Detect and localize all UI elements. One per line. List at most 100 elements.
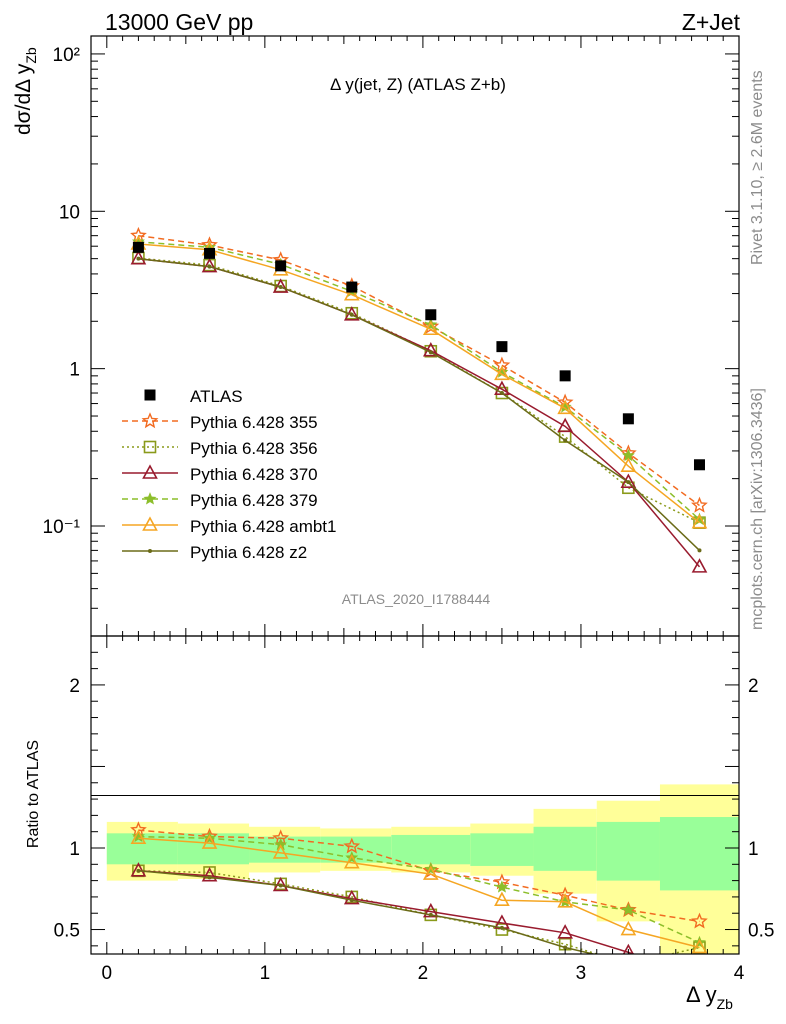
ratio-series-marker [619,901,637,918]
atlas-data-point [132,241,144,253]
x-tick-label: 4 [734,963,745,984]
ratio-series-line [138,829,700,923]
ratio-series-marker [130,862,147,877]
main-series-marker [557,399,573,415]
x-tick-label: 0 [102,963,113,984]
ratio-series-marker [697,963,701,967]
main-series-marker [428,350,433,355]
ratio-series-marker [136,868,141,873]
green-band-segment [533,826,597,871]
ratio-series-marker [620,920,637,936]
ratio-y-tick-label-left: 2 [69,676,80,697]
main-series-marker [424,344,438,358]
legend-item: Pythia 6.428 379 [122,491,318,510]
main-series-marker [278,285,283,290]
x-tick-label: 1 [260,963,271,984]
ratio-y-tick-label-right: 2 [748,676,759,697]
ratio-series-marker [422,865,439,880]
main-series-marker [349,312,354,317]
main-y-axis-label: dσ/dΔ yZb [12,47,39,135]
ratio-y-tick-label-right: 1 [748,839,759,860]
analysis-label: ATLAS_2020_I1788444 [342,591,491,607]
header-process-label: Z+Jet [682,9,741,35]
legend-item: Pythia 6.428 355 [122,412,318,432]
legend-item: Pythia 6.428 356 [122,439,318,458]
atlas-data-point [622,413,634,425]
ratio-series-marker [623,958,634,969]
legend-item: ATLAS [144,387,243,406]
legend-item: Pythia 6.428 ambt1 [122,516,336,536]
plot-title: Δ y(jet, Z) (ATLAS Z+b) [330,75,506,94]
ratio-y-tick-label-right: 0.5 [748,921,774,942]
ratio-series-marker [201,834,218,849]
ratio-series-marker [691,938,708,954]
ratio-series-marker [693,968,706,980]
ratio-series-marker [201,867,218,882]
legend: ATLAS Pythia 6.428 355 Pythia 6.428 356 Pyt… [122,387,336,562]
legend-label: ATLAS [190,387,243,406]
green-band-segment [659,817,739,891]
legend-marker [143,440,157,454]
header-energy-label: 13000 GeV pp [105,9,253,35]
ratio-y-tick-label-left: 0.5 [54,921,80,942]
main-series-marker [207,264,212,269]
main-series-marker [626,480,631,485]
ratio-series-marker [557,893,573,908]
main-series-marker [422,342,439,357]
mcplots-reference-label: mcplots.cern.ch [arXiv:1306.3436] [749,388,766,630]
main-y-tick-label: 10² [53,45,80,66]
legend-item: Pythia 6.428 z2 [122,543,307,562]
legend-label: Pythia 6.428 356 [190,439,318,458]
ratio-curves [130,821,708,980]
ratio-series-marker [428,912,433,917]
ratio-series-marker [272,844,289,859]
legend-marker [142,516,158,531]
legend-label: Pythia 6.428 355 [190,413,318,432]
green-band-segment [391,834,471,865]
main-series-line [138,241,701,521]
legend-item: Pythia 6.428 370 [122,464,318,484]
main-series-marker [343,286,360,301]
atlas-data-point [204,247,216,259]
main-series-marker [620,457,637,472]
ratio-series-marker [343,889,360,905]
axis-ticks [91,36,739,954]
axis-tick-labels: 0 1 2 3 4 10⁻¹ 1 10 10² 0.5 0.5 1 1 2 2 [43,45,775,984]
atlas-data-point [275,260,287,272]
legend-label: Pythia 6.428 ambt1 [190,517,336,536]
ratio-series-marker [343,837,361,854]
ratio-series-marker [349,898,354,903]
x-axis-label: Δ yZb [686,982,733,1012]
legend-marker [148,549,152,553]
ratio-series-marker [622,943,634,954]
atlas-data-points [132,241,705,471]
main-series-line [138,243,700,524]
atlas-data-point [496,341,508,353]
ratio-series-marker [557,924,573,939]
ratio-series-marker [626,960,630,964]
main-y-tick-label: 1 [69,360,80,381]
legend-label: Pythia 6.428 z2 [190,543,307,562]
ratio-series-marker [278,883,283,888]
green-band-segment [470,833,534,866]
ratio-y-axis-label: Ratio to ATLAS [25,740,42,848]
main-series-line [138,257,700,524]
main-series-marker [563,438,568,443]
atlas-data-point [425,309,437,321]
ratio-series-marker [130,829,147,845]
main-series-marker [691,558,708,573]
atlas-data-point [346,281,358,293]
main-series-marker [691,513,708,529]
ratio-series-marker [343,853,360,869]
main-y-tick-label: 10⁻¹ [43,517,81,538]
green-band-segment [596,821,660,881]
ratio-series-marker [621,903,635,916]
ratio-panel-frame [90,635,740,955]
main-series-marker [422,320,439,336]
legend-label: Pythia 6.428 370 [190,465,318,484]
x-tick-label: 3 [576,963,587,984]
main-series-marker [620,473,637,488]
legend-marker [144,389,156,401]
ratio-series-line [138,837,700,949]
